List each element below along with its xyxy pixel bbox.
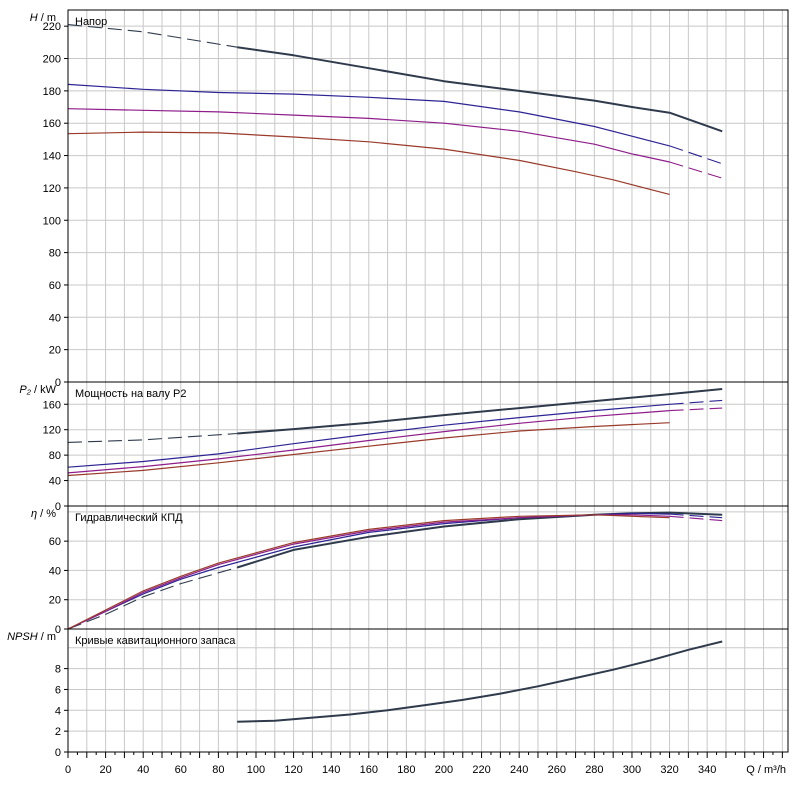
npsh-panel-frame	[67, 628, 789, 753]
x-tick-label: 0	[65, 764, 71, 776]
efficiency-y-tick-label: 20	[49, 595, 61, 607]
x-tick-label: 300	[623, 764, 641, 776]
x-tick-label: 220	[472, 764, 490, 776]
head-panel-title: Напор	[75, 16, 107, 28]
x-tick-label: 60	[175, 764, 187, 776]
x-tick-label: 320	[660, 764, 678, 776]
head-curve-3-tail	[669, 161, 723, 179]
head-y-tick-label: 220	[43, 21, 61, 33]
efficiency-y-tick-label: 40	[49, 565, 61, 577]
x-tick-label: 280	[585, 764, 603, 776]
power-curve-2	[67, 403, 670, 468]
power-y-axis-separator: /	[31, 384, 40, 396]
head-curve-4	[67, 131, 670, 195]
efficiency-y-tick-label: 0	[55, 624, 61, 636]
x-tick-label: 80	[212, 764, 224, 776]
efficiency-y-axis-variable: η	[31, 508, 37, 520]
npsh-y-axis-separator: /	[38, 631, 47, 643]
efficiency-y-axis-label: η / %	[31, 508, 56, 520]
head-y-tick-label: 60	[49, 280, 61, 292]
efficiency-curve-3-tail	[669, 515, 723, 522]
power-y-axis-unit: kW	[40, 384, 57, 396]
npsh-curve-1	[237, 640, 723, 723]
npsh-y-tick-label: 8	[55, 664, 61, 676]
efficiency-curve-2-tail	[669, 513, 723, 519]
npsh-y-axis-unit: m	[47, 631, 56, 643]
efficiency-panel-title: Гидравлический КПД	[75, 512, 183, 524]
npsh-y-tick-label: 2	[55, 726, 61, 738]
head-y-tick-label: 40	[49, 312, 61, 324]
power-y-tick-label: 80	[49, 450, 61, 462]
power-y-axis-label: P₂ / kW	[19, 384, 56, 396]
x-tick-label: 20	[99, 764, 111, 776]
power-y-tick-label: 40	[49, 476, 61, 488]
head-y-tick-label: 200	[43, 54, 61, 66]
power-curve-4	[67, 422, 670, 477]
x-tick-label: 200	[435, 764, 453, 776]
efficiency-curve-1	[236, 511, 723, 569]
power-curve-2-tail	[669, 399, 723, 405]
x-axis-label: Q / m³/h	[746, 764, 786, 776]
efficiency-y-axis-unit: %	[46, 508, 56, 520]
x-tick-label: 180	[397, 764, 415, 776]
x-tick-label: 240	[510, 764, 528, 776]
efficiency-y-axis-separator: /	[37, 508, 46, 520]
head-curve-3	[67, 108, 670, 163]
head-y-tick-label: 0	[55, 377, 61, 389]
x-tick-label: 40	[137, 764, 149, 776]
npsh-y-tick-label: 4	[55, 705, 61, 717]
head-y-tick-label: 180	[43, 86, 61, 98]
power-curve-3	[67, 410, 670, 474]
npsh-y-tick-label: 0	[55, 747, 61, 759]
head-curve-1	[237, 46, 723, 133]
x-tick-label: 100	[247, 764, 265, 776]
head-y-tick-label: 160	[43, 118, 61, 130]
head-y-tick-label: 120	[43, 183, 61, 195]
efficiency-curve-4	[67, 514, 670, 630]
head-y-axis-separator: /	[38, 12, 47, 24]
npsh-y-tick-label: 6	[55, 684, 61, 696]
power-panel-frame	[67, 381, 789, 507]
head-y-axis-unit: m	[47, 12, 56, 24]
power-y-tick-label: 120	[43, 425, 61, 437]
npsh-panel-title: Кривые кавитационного запаса	[75, 635, 236, 647]
head-y-tick-label: 20	[49, 345, 61, 357]
head-y-tick-label: 80	[49, 248, 61, 260]
x-tick-label: 260	[548, 764, 566, 776]
head-y-tick-label: 140	[43, 151, 61, 163]
x-tick-label: 160	[360, 764, 378, 776]
power-y-tick-label: 160	[43, 399, 61, 411]
head-curve-1-extrapolated	[67, 24, 238, 48]
head-curve-2-tail	[669, 145, 723, 165]
x-tick-label: 120	[284, 764, 302, 776]
npsh-y-axis-variable: NPSH	[7, 631, 38, 643]
efficiency-curve-1-extrapolated	[67, 566, 238, 630]
npsh-y-axis-label: NPSH / m	[7, 631, 56, 643]
efficiency-y-tick-label: 60	[49, 536, 61, 548]
x-tick-label: 340	[698, 764, 716, 776]
power-y-axis-variable: P₂	[19, 384, 31, 396]
head-curve-2	[67, 83, 670, 147]
power-curve-1	[237, 388, 723, 435]
head-panel-frame	[67, 9, 789, 383]
power-curve-3-tail	[669, 407, 723, 412]
power-panel-title: Мощность на валу P2	[75, 388, 187, 400]
power-y-tick-label: 0	[55, 501, 61, 513]
head-y-axis-variable: H	[30, 12, 38, 24]
power-curve-1-extrapolated	[67, 432, 238, 443]
x-tick-label: 140	[322, 764, 340, 776]
head-y-axis-label: H / m	[30, 12, 56, 24]
head-y-tick-label: 100	[43, 215, 61, 227]
